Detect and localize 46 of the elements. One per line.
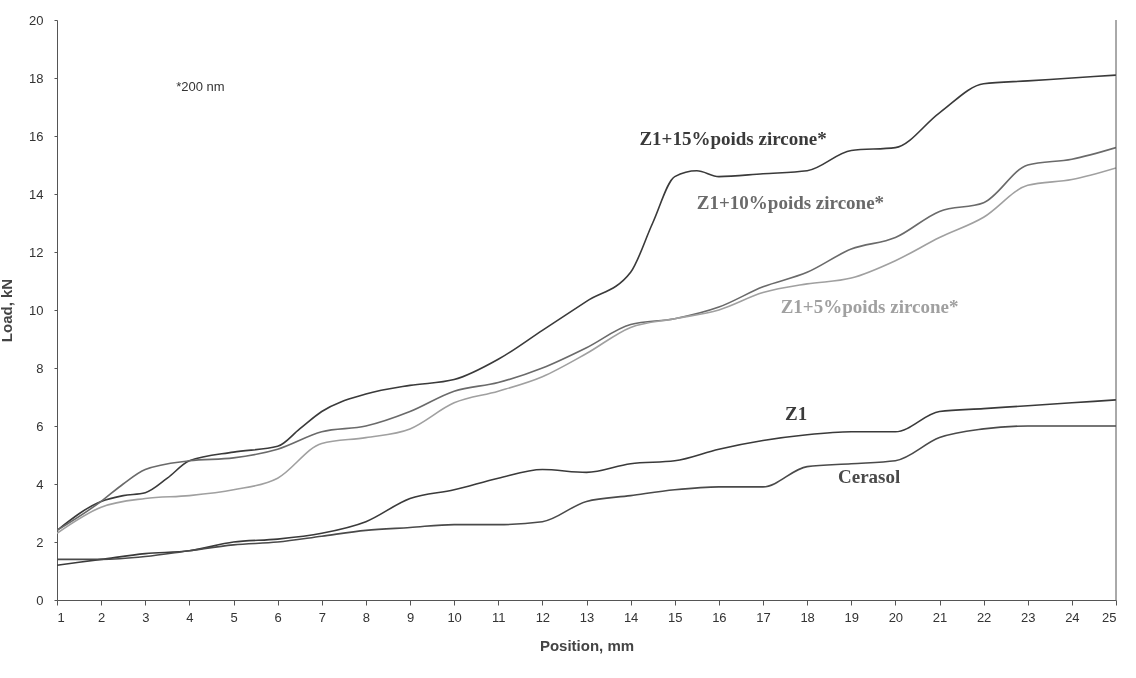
x-tick-label: 25 — [1102, 609, 1117, 625]
y-tick-label: 4 — [36, 476, 44, 492]
x-tick-label: 20 — [888, 609, 904, 625]
y-tick-label: 2 — [36, 534, 44, 550]
y-tick-label: 18 — [29, 70, 44, 86]
x-tick-label: 9 — [406, 609, 415, 625]
series-label: Z1+5%poids zircone* — [780, 296, 959, 318]
x-tick-label: 21 — [932, 609, 948, 625]
x-tick-label: 19 — [844, 609, 859, 625]
x-tick-label: 3 — [142, 609, 150, 625]
x-tick-label: 23 — [1021, 609, 1036, 625]
series-label: Z1 — [785, 403, 808, 425]
x-tick-label: 18 — [800, 609, 815, 625]
y-tick-label: 12 — [29, 244, 44, 260]
x-tick-label: 12 — [535, 609, 551, 625]
x-tick-label: 10 — [447, 609, 462, 625]
y-tick-label: 16 — [29, 128, 44, 144]
y-tick-label: 20 — [29, 12, 44, 28]
x-tick-label: 15 — [668, 609, 683, 625]
x-tick-label: 7 — [318, 609, 326, 625]
series-label: Z1+10%poids zircone* — [696, 191, 885, 213]
y-tick-label: 14 — [29, 186, 44, 202]
x-tick-label: 24 — [1065, 609, 1080, 625]
x-tick-label: 5 — [230, 609, 238, 625]
series-label: Cerasol — [838, 465, 901, 487]
x-tick-label: 4 — [186, 609, 194, 625]
x-tick-label: 22 — [976, 609, 992, 625]
x-tick-label: 8 — [362, 609, 370, 625]
line-series — [57, 74, 1116, 532]
x-tick-label: 17 — [756, 609, 771, 625]
line-series — [57, 399, 1116, 566]
x-tick-label: 16 — [712, 609, 727, 625]
x-tick-label: 14 — [623, 609, 639, 625]
y-tick-label: 6 — [36, 418, 44, 434]
y-tick-label: 10 — [29, 302, 44, 318]
x-tick-label: 11 — [492, 609, 506, 625]
x-tick-label: 1 — [57, 609, 65, 625]
x-tick-label: 6 — [274, 609, 282, 625]
x-tick-label: 2 — [98, 609, 106, 625]
series-label: Z1+15%poids zircone* — [639, 127, 827, 149]
y-tick-label: 0 — [36, 592, 44, 608]
x-tick-label: 13 — [579, 609, 595, 625]
y-tick-label: 8 — [36, 360, 44, 376]
annotation: *200 nm — [176, 78, 225, 94]
x-axis-title: Position, mm — [539, 636, 635, 654]
y-axis-title: Load, kN — [0, 278, 16, 343]
